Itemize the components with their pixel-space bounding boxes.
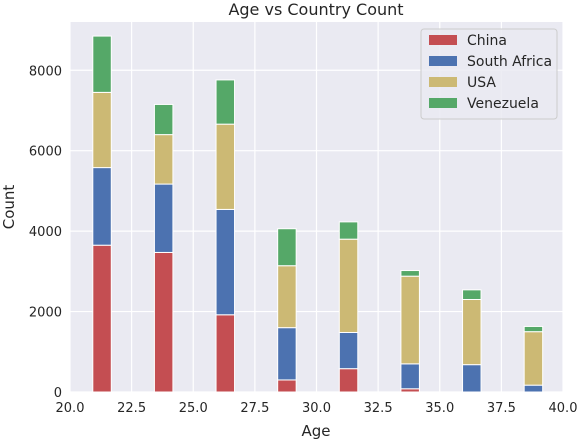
bar-south-africa-bin-2 [153, 183, 174, 253]
y-tick-label: 0 [54, 386, 62, 401]
bar-usa-bin-5 [338, 238, 359, 333]
x-axis-label: Age [301, 422, 330, 440]
x-tick-label: 30.0 [302, 401, 331, 416]
x-tick-label: 40.0 [549, 401, 578, 416]
bar-usa-bin-6 [400, 275, 420, 365]
chart-title: Age vs Country Count [228, 0, 403, 19]
x-tick-label: 22.5 [117, 401, 146, 416]
bar-south-africa-bin-1 [92, 167, 112, 246]
legend: China South Africa USA Venezuela [420, 28, 558, 120]
x-tick-label: 27.5 [240, 401, 269, 416]
bar-venezuela-bin-5 [338, 221, 359, 240]
y-tick-label: 6000 [29, 145, 62, 160]
bar-south-africa-bin-8 [523, 384, 544, 393]
bar-venezuela-bin-7 [462, 289, 482, 301]
y-tick-labels: 0 2000 4000 6000 8000 [29, 64, 62, 401]
y-tick-label: 8000 [29, 64, 62, 79]
bar-venezuela-bin-6 [400, 270, 420, 277]
legend-label-china: China [467, 33, 507, 49]
bar-usa-bin-4 [277, 265, 297, 329]
x-tick-labels: 20.0 22.5 25.0 27.5 30.0 32.5 35.0 37.5 40.0 [56, 401, 578, 416]
y-tick-label: 4000 [29, 225, 62, 240]
legend-swatch-venezuela [429, 98, 457, 108]
bar-venezuela-bin-3 [215, 79, 236, 125]
bar-china-bin-1 [92, 244, 112, 393]
bar-venezuela-bin-2 [153, 103, 174, 136]
bar-venezuela-bin-8 [523, 325, 544, 333]
x-tick-label: 37.5 [487, 401, 516, 416]
legend-label-venezuela: Venezuela [467, 96, 539, 112]
legend-box [420, 28, 558, 120]
bar-china-bin-5 [338, 368, 359, 393]
bar-usa-bin-2 [153, 134, 174, 185]
bar-china-bin-2 [153, 251, 174, 393]
bar-usa-bin-1 [92, 91, 112, 169]
legend-swatch-south-africa [429, 56, 457, 66]
x-tick-label: 20.0 [56, 401, 85, 416]
bar-china-bin-3 [215, 314, 236, 393]
x-tick-label: 35.0 [425, 401, 454, 416]
bar-south-africa-bin-4 [277, 327, 297, 381]
legend-label-usa: USA [467, 75, 496, 91]
bar-usa-bin-7 [462, 299, 482, 366]
x-tick-label: 32.5 [364, 401, 393, 416]
y-tick-label: 2000 [29, 306, 62, 321]
bar-south-africa-bin-5 [338, 331, 359, 370]
bar-south-africa-bin-3 [215, 208, 236, 316]
x-tick-label: 25.0 [179, 401, 208, 416]
bar-usa-bin-3 [215, 123, 236, 210]
bar-china-bin-4 [277, 379, 297, 393]
y-axis-label: Count [0, 185, 18, 230]
bars-group [92, 35, 544, 393]
bar-usa-bin-8 [523, 331, 544, 386]
legend-swatch-china [429, 35, 457, 45]
bar-south-africa-bin-6 [400, 363, 420, 390]
legend-label-south-africa: South Africa [467, 54, 552, 70]
bar-venezuela-bin-4 [277, 228, 297, 267]
bar-venezuela-bin-1 [92, 35, 112, 93]
bar-south-africa-bin-7 [462, 364, 482, 393]
legend-swatch-usa [429, 77, 457, 87]
